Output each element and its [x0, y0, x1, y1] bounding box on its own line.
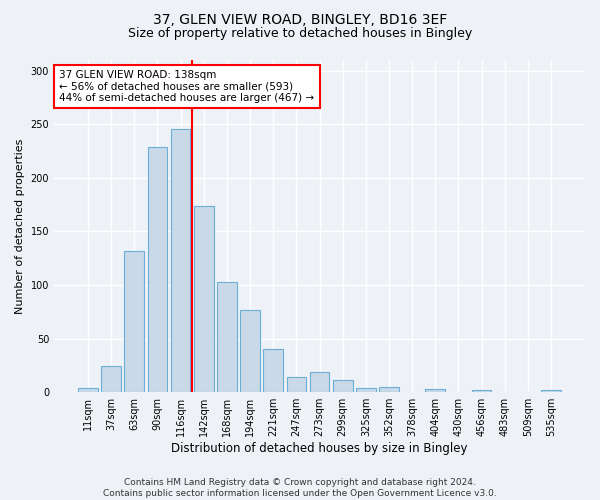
Bar: [263, 350, 283, 392]
X-axis label: Distribution of detached houses by size in Bingley: Distribution of detached houses by size …: [171, 442, 468, 455]
Bar: [379, 387, 399, 392]
Bar: [124, 251, 144, 392]
Bar: [333, 380, 353, 392]
Text: 37 GLEN VIEW ROAD: 138sqm
← 56% of detached houses are smaller (593)
44% of semi: 37 GLEN VIEW ROAD: 138sqm ← 56% of detac…: [59, 70, 314, 103]
Bar: [101, 366, 121, 392]
Bar: [472, 390, 491, 392]
Bar: [541, 390, 561, 392]
Text: 37, GLEN VIEW ROAD, BINGLEY, BD16 3EF: 37, GLEN VIEW ROAD, BINGLEY, BD16 3EF: [153, 12, 447, 26]
Bar: [240, 310, 260, 392]
Bar: [356, 388, 376, 392]
Bar: [148, 147, 167, 392]
Text: Contains HM Land Registry data © Crown copyright and database right 2024.
Contai: Contains HM Land Registry data © Crown c…: [103, 478, 497, 498]
Bar: [425, 389, 445, 392]
Bar: [310, 372, 329, 392]
Y-axis label: Number of detached properties: Number of detached properties: [15, 138, 25, 314]
Bar: [78, 388, 98, 392]
Bar: [287, 377, 306, 392]
Bar: [217, 282, 237, 392]
Bar: [171, 128, 190, 392]
Bar: [194, 206, 214, 392]
Text: Size of property relative to detached houses in Bingley: Size of property relative to detached ho…: [128, 28, 472, 40]
